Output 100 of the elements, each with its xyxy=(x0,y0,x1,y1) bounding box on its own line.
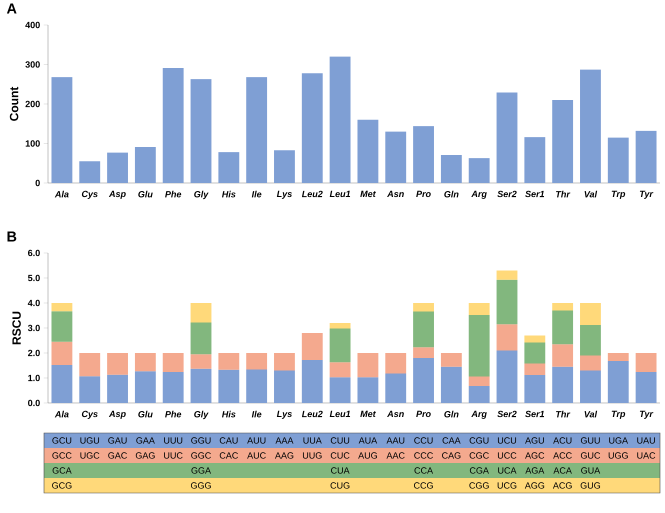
data-label: AAA xyxy=(275,437,294,444)
y-tick-label: 6.0 xyxy=(28,250,40,256)
bar xyxy=(552,100,574,183)
data-label: AUC xyxy=(247,452,266,459)
y-tick-label: 0 xyxy=(36,180,40,186)
data-label: UUG xyxy=(302,452,322,459)
bar xyxy=(134,352,156,372)
x-tick-label: Val xyxy=(584,190,598,198)
bar xyxy=(580,355,601,370)
x-tick-label: Leu1 xyxy=(330,410,350,418)
y-tick-label: 200 xyxy=(26,100,40,108)
x-tick-label: Lys xyxy=(276,190,292,199)
data-label: CAC xyxy=(220,452,238,459)
bar xyxy=(580,302,601,325)
bar xyxy=(330,328,351,362)
bar xyxy=(608,360,629,403)
data-label: CCC xyxy=(414,452,433,459)
x-tick-label: His xyxy=(222,190,236,198)
bar xyxy=(274,352,295,370)
x-tick-label: Thr xyxy=(556,410,570,418)
bar xyxy=(608,352,629,361)
x-tick-label: Leu2 xyxy=(302,190,323,198)
data-label: GCU xyxy=(52,437,72,444)
bar xyxy=(524,137,546,183)
data-label: UCC xyxy=(498,452,516,459)
bar xyxy=(51,311,72,342)
bar xyxy=(79,352,100,376)
bar xyxy=(552,344,574,367)
data-label: CGU xyxy=(470,437,488,444)
bar xyxy=(608,138,629,183)
data-label: GUC xyxy=(580,452,600,459)
x-tick-label: Glu xyxy=(138,190,153,198)
y-tick-label: 300 xyxy=(25,61,40,68)
bar xyxy=(107,352,128,375)
x-tick-label: His xyxy=(222,410,236,418)
x-tick-label: Ser1 xyxy=(525,410,544,418)
bar xyxy=(468,314,490,376)
x-tick-label: Trp xyxy=(612,190,626,199)
bar xyxy=(162,372,184,403)
data-label: UGA xyxy=(609,437,628,444)
bar xyxy=(552,366,574,403)
bar xyxy=(413,302,434,312)
bar xyxy=(274,150,295,183)
bar xyxy=(580,324,601,356)
x-tick-label: Ala xyxy=(54,190,69,198)
data-label: GAG xyxy=(136,452,155,459)
bar xyxy=(385,352,406,374)
bar xyxy=(51,342,72,365)
bar xyxy=(413,311,434,348)
data-label: UCG xyxy=(498,482,516,489)
bar xyxy=(552,302,574,310)
data-label: UGC xyxy=(80,452,100,459)
y-tick-label: 3.0 xyxy=(28,324,40,332)
x-tick-label: Asn xyxy=(387,410,404,418)
data-label: AUG xyxy=(358,452,377,459)
bar xyxy=(468,376,490,386)
x-tick-label: Ser1 xyxy=(525,190,544,198)
data-label: CAU xyxy=(220,437,238,444)
bar xyxy=(496,280,518,324)
x-tick-label: Asn xyxy=(387,190,404,198)
x-tick-label: Lys xyxy=(276,410,292,419)
y-tick-label: 0.0 xyxy=(28,400,40,406)
bar xyxy=(468,386,490,403)
data-label: UUA xyxy=(303,437,322,444)
bar xyxy=(496,350,518,403)
bar xyxy=(496,92,518,183)
data-label: GCG xyxy=(52,482,72,489)
y-tick-label: 1.0 xyxy=(28,374,40,382)
y-tick-label: 2.0 xyxy=(28,350,40,356)
bar xyxy=(107,374,128,403)
bar xyxy=(218,352,240,370)
y-axis-title: RSCU xyxy=(12,312,21,344)
bar xyxy=(51,302,72,312)
chart-title: B xyxy=(7,232,16,242)
bar xyxy=(636,372,657,403)
bar xyxy=(413,358,434,403)
bar xyxy=(190,354,212,369)
x-tick-label: Met xyxy=(360,190,376,198)
bar xyxy=(218,370,240,403)
data-label: CCG xyxy=(414,482,433,489)
bar xyxy=(357,377,378,403)
x-tick-label: Cys xyxy=(82,410,98,419)
bar xyxy=(190,368,212,403)
x-tick-label: Cys xyxy=(82,190,98,199)
data-label: GGU xyxy=(191,437,211,444)
data-label: GAU xyxy=(108,437,127,444)
x-tick-label: Phe xyxy=(165,190,182,198)
data-label: UUU xyxy=(164,437,182,444)
bar xyxy=(134,147,156,183)
x-tick-label: Gln xyxy=(444,410,458,418)
bar xyxy=(274,370,295,403)
x-tick-label: Tyr xyxy=(640,190,654,199)
data-label: GGA xyxy=(191,467,211,474)
data-label: UGG xyxy=(608,452,628,459)
data-label: AUU xyxy=(247,437,266,444)
x-tick-label: Arg xyxy=(471,190,487,199)
bar xyxy=(246,369,268,403)
bar xyxy=(496,324,518,350)
bar xyxy=(468,302,490,315)
data-label: AAU xyxy=(386,437,404,444)
